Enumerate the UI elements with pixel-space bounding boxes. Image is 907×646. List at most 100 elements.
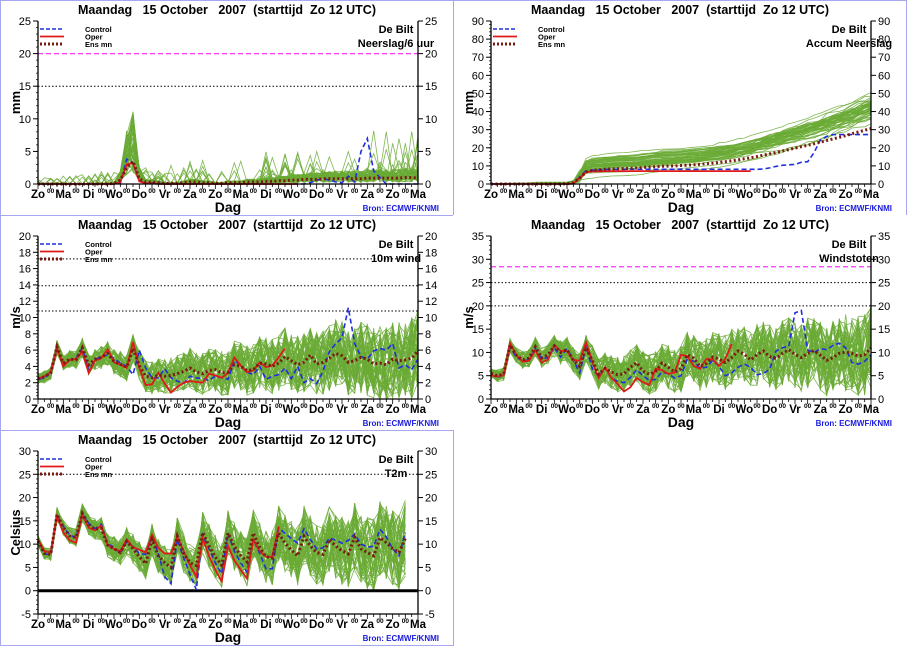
ensemble-member-line — [491, 108, 872, 185]
y-tick-label-right: 50 — [878, 88, 890, 100]
ensemble-member-line — [37, 327, 419, 393]
y-axis-title: Celsius — [8, 509, 23, 555]
x-day-label: Zo — [839, 404, 853, 416]
y-tick-label-right: 2 — [425, 378, 431, 390]
y-tick-label: 0 — [478, 394, 484, 406]
x-hour-label: 00 — [601, 403, 609, 410]
panel-gusts: Maandag 15 October 2007 (starttijd Zo 12… — [453, 215, 907, 431]
y-tick-label-right: 10 — [878, 161, 890, 173]
x-hour-label: 00 — [855, 403, 863, 410]
x-day-label: Ma — [233, 619, 250, 631]
x-day-label: Vr — [336, 619, 348, 631]
control-line — [490, 309, 872, 384]
x-day-label: Zo — [208, 619, 222, 631]
x-hour-label: 00 — [174, 403, 182, 410]
x-hour-label: 00 — [402, 403, 410, 410]
y-tick-label-right: 30 — [878, 254, 890, 266]
panel-precip6h: Maandag 15 October 2007 (starttijd Zo 12… — [0, 0, 454, 216]
x-day-label: Zo — [661, 189, 675, 201]
x-hour-label: 00 — [627, 188, 635, 195]
legend-label: Oper — [538, 33, 556, 42]
y-tick-label: 30 — [19, 446, 31, 458]
legend-label: Control — [85, 25, 112, 34]
ensemble-member-line — [38, 127, 419, 185]
x-hour-label: 00 — [402, 188, 410, 195]
legend-label: Control — [538, 25, 565, 34]
ensmean-line — [37, 341, 420, 381]
variable-label: Accum Neerslag — [806, 38, 892, 50]
x-hour-label: 00 — [148, 403, 156, 410]
y-tick-label: 90 — [472, 16, 484, 28]
x-day-label: Do — [762, 404, 777, 416]
x-hour-label: 00 — [728, 403, 736, 410]
x-hour-label: 00 — [174, 188, 182, 195]
y-tick-label: 2 — [25, 378, 31, 390]
ensemble-member-line — [37, 323, 419, 398]
y-tick-label-right: 30 — [878, 125, 890, 137]
y-tick-label: 15 — [19, 516, 31, 528]
legend-label: Ens mn — [85, 255, 113, 264]
x-hour-label: 00 — [652, 403, 660, 410]
chart-title: Maandag 15 October 2007 (starttijd Zo 12… — [531, 218, 829, 232]
y-tick-label: 10 — [19, 313, 31, 325]
chart-accum: Maandag 15 October 2007 (starttijd Zo 12… — [461, 3, 892, 215]
x-hour-label: 00 — [402, 618, 410, 625]
ensemble-members — [37, 111, 419, 185]
y-tick-label: 20 — [19, 231, 31, 243]
y-tick-label: 10 — [472, 161, 484, 173]
control-line — [38, 135, 418, 185]
x-hour-label: 00 — [275, 403, 283, 410]
ensemble-member-line — [37, 330, 419, 393]
ensemble-member-line — [491, 107, 872, 185]
station-label: De Bilt — [379, 454, 414, 466]
chart-title: Maandag 15 October 2007 (starttijd Zo 12… — [78, 3, 376, 17]
y-tick-label: 20 — [19, 49, 31, 61]
x-day-label: Vr — [159, 404, 171, 416]
x-day-label: Za — [636, 404, 650, 416]
x-day-label: Wo — [282, 189, 300, 201]
y-axis-title: m/s — [8, 306, 23, 328]
y-tick-label: 50 — [472, 88, 484, 100]
y-tick-label-right: 5 — [425, 562, 431, 574]
y-tick-label-right: 25 — [878, 278, 890, 290]
y-tick-label: 14 — [19, 280, 31, 292]
x-hour-label: 00 — [829, 403, 837, 410]
x-hour-label: 00 — [199, 188, 207, 195]
x-day-label: Ma — [508, 404, 525, 416]
x-day-label: Ma — [410, 619, 427, 631]
x-hour-label: 00 — [677, 403, 685, 410]
x-hour-label: 00 — [224, 403, 232, 410]
x-hour-label: 00 — [148, 618, 156, 625]
ensemble-member-line — [491, 107, 872, 185]
x-hour-label: 00 — [601, 188, 609, 195]
station-label: De Bilt — [832, 239, 867, 251]
panel-t2m: Maandag 15 October 2007 (starttijd Zo 12… — [0, 430, 454, 646]
y-tick-label: 20 — [472, 143, 484, 155]
y-tick-label-right: 4 — [425, 361, 431, 373]
y-tick-label: 5 — [25, 146, 31, 158]
x-day-label: Ma — [55, 189, 72, 201]
x-day-label: Za — [814, 404, 828, 416]
y-tick-label: 40 — [472, 107, 484, 119]
x-hour-label: 00 — [627, 403, 635, 410]
x-day-label: Wo — [735, 189, 753, 201]
x-day-label: Wo — [558, 404, 576, 416]
x-day-label: Wo — [105, 189, 123, 201]
y-tick-label-right: 0 — [878, 394, 884, 406]
x-day-label: Ma — [55, 404, 72, 416]
y-tick-label: 8 — [25, 329, 31, 341]
control-line — [491, 133, 871, 185]
x-hour-label: 00 — [753, 188, 761, 195]
y-tick-label-right: 30 — [425, 446, 437, 458]
x-hour-label: 00 — [525, 188, 533, 195]
x-day-label: Vr — [336, 404, 348, 416]
y-tick-label: 30 — [472, 254, 484, 266]
y-tick-label-right: 70 — [878, 52, 890, 64]
x-day-label: Za — [183, 619, 197, 631]
x-axis-title: Dag — [215, 414, 241, 430]
x-axis-title: Dag — [668, 199, 694, 215]
y-tick-label-right: 12 — [425, 296, 437, 308]
source-label: Bron: ECMWF/KNMI — [816, 419, 892, 428]
